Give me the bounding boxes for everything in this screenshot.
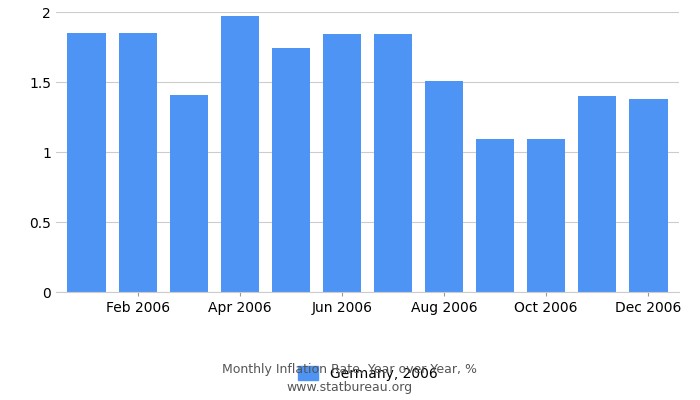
Bar	[578, 96, 617, 292]
Bar	[169, 95, 208, 292]
Bar	[629, 99, 668, 292]
Bar	[272, 48, 310, 292]
Text: www.statbureau.org: www.statbureau.org	[287, 382, 413, 394]
Bar	[374, 34, 412, 292]
Bar	[118, 33, 157, 292]
Bar	[67, 33, 106, 292]
Text: Monthly Inflation Rate, Year over Year, %: Monthly Inflation Rate, Year over Year, …	[223, 364, 477, 376]
Bar	[220, 16, 259, 292]
Legend: Germany, 2006: Germany, 2006	[292, 360, 443, 386]
Bar	[527, 139, 566, 292]
Bar	[476, 139, 514, 292]
Bar	[323, 34, 361, 292]
Bar	[425, 81, 463, 292]
